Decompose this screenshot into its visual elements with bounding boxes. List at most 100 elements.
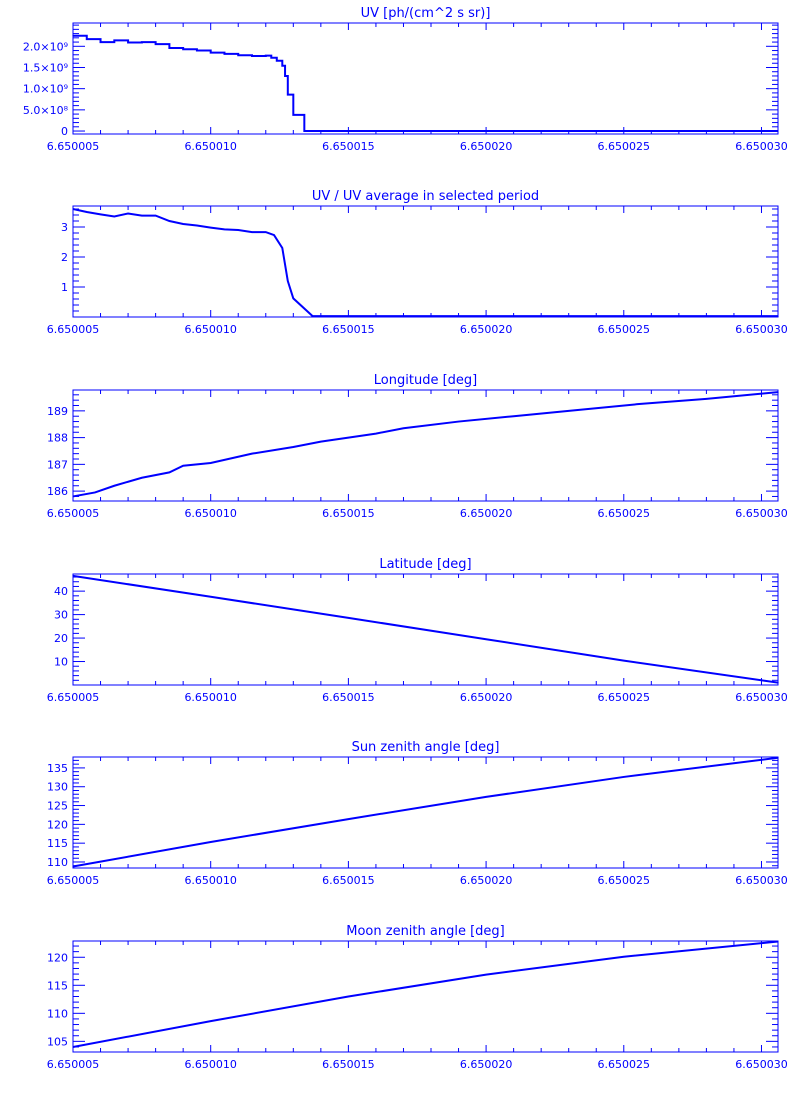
y-tick-label: 0	[61, 125, 68, 138]
x-tick-label: 6.650020	[460, 874, 513, 887]
data-point	[251, 453, 253, 455]
data-point	[210, 52, 212, 54]
x-tick-label: 6.650005	[47, 323, 100, 336]
y-tick-label: 1.0×10⁹	[23, 83, 68, 96]
data-point	[237, 54, 239, 56]
data-point	[168, 220, 170, 222]
x-tick-label: 6.650025	[598, 140, 651, 153]
data-point	[623, 776, 625, 778]
data-point	[287, 280, 289, 282]
subplot-title: UV [ph/(cm^2 s sr)]	[361, 6, 491, 21]
data-point	[210, 1020, 212, 1022]
data-point	[72, 1046, 74, 1048]
y-tick-label: 115	[47, 837, 68, 850]
data-point	[72, 208, 74, 210]
data-point	[113, 39, 115, 41]
x-tick-label: 6.650030	[735, 507, 788, 520]
y-tick-label: 3	[61, 221, 68, 234]
y-tick-label: 10	[54, 656, 68, 669]
data-series-line	[72, 756, 779, 868]
x-tick-label: 6.650020	[460, 691, 513, 704]
subplot-6: Moon zenith angle [deg] 6.650005 6.650010 6…	[47, 924, 788, 1071]
x-tick-label: 6.650005	[47, 507, 100, 520]
x-tick-label: 6.650020	[460, 1058, 513, 1071]
data-point	[223, 53, 226, 55]
data-point	[155, 215, 157, 217]
x-tick-label: 6.650015	[322, 140, 375, 153]
x-tick-label: 6.650005	[47, 140, 100, 153]
data-point	[284, 75, 286, 77]
y-tick-label: 1.5×10⁹	[23, 61, 68, 74]
data-point	[86, 211, 88, 213]
x-tick-label: 6.650020	[460, 140, 513, 153]
x-tick-label: 6.650025	[598, 691, 651, 704]
data-point	[155, 43, 157, 45]
x-tick-label: 6.650010	[184, 1058, 237, 1071]
data-point	[347, 995, 349, 998]
subplot-4: Latitude [deg] 6.650005 6.650010 6.650015 6.…	[47, 557, 788, 704]
x-tick-label: 6.650030	[735, 874, 788, 887]
y-tick-label: 189	[47, 405, 68, 418]
data-point	[705, 398, 707, 400]
data-point	[273, 234, 275, 236]
y-tick-label: 120	[47, 951, 68, 964]
data-point	[72, 35, 74, 37]
data-point	[623, 956, 625, 958]
x-tick-label: 6.650015	[322, 1058, 375, 1071]
y-tick-label: 125	[47, 800, 68, 813]
x-tick-label: 6.650030	[735, 1058, 788, 1071]
data-point	[485, 974, 487, 976]
data-point	[281, 247, 283, 249]
x-tick-label: 6.650010	[184, 507, 237, 520]
data-point	[320, 441, 322, 443]
data-point	[72, 865, 74, 868]
y-tick-label: 135	[47, 762, 68, 775]
data-point	[287, 93, 289, 96]
data-point	[457, 420, 460, 423]
y-tick-label: 30	[54, 609, 68, 622]
data-series-line	[72, 391, 779, 498]
data-point	[300, 114, 303, 116]
y-tick-label: 2.0×10⁹	[23, 40, 68, 53]
data-point	[99, 41, 102, 43]
y-tick-label: 40	[54, 585, 68, 598]
data-point	[265, 231, 267, 233]
data-point	[210, 596, 212, 598]
subplot-2: UV / UV average in selected period 6.6500…	[47, 189, 788, 336]
x-tick-label: 6.650015	[322, 323, 375, 336]
y-tick-label: 105	[47, 1035, 68, 1048]
data-point	[168, 47, 170, 49]
data-point	[72, 495, 74, 498]
data-point	[568, 410, 570, 412]
y-tick-label: 5.0×10⁸	[23, 104, 69, 117]
data-point	[210, 841, 212, 843]
plot-frame	[72, 389, 779, 502]
y-tick-label: 115	[47, 979, 68, 992]
data-point	[196, 224, 198, 227]
x-tick-label: 6.650020	[460, 507, 513, 520]
data-point	[210, 462, 212, 464]
plot-frame	[72, 22, 779, 135]
data-point	[623, 659, 625, 662]
y-tick-label: 120	[47, 818, 68, 831]
data-point	[196, 49, 198, 52]
data-point	[347, 818, 349, 820]
data-point	[223, 228, 226, 230]
data-point	[182, 465, 184, 467]
subplot-1: UV [ph/(cm^2 s sr)] 6.650005 6.650010 6.650…	[23, 6, 788, 153]
y-tick-label: 20	[54, 632, 68, 645]
data-point	[72, 575, 74, 577]
y-tick-label: 110	[47, 1007, 68, 1020]
data-point	[210, 227, 212, 229]
data-point	[777, 757, 779, 759]
data-point	[402, 427, 405, 429]
y-tick-label: 2	[61, 251, 68, 264]
data-point	[251, 55, 253, 57]
data-point	[292, 446, 294, 448]
y-tick-label: 188	[47, 432, 68, 445]
x-tick-label: 6.650005	[47, 1058, 100, 1071]
data-series-line	[72, 940, 779, 1048]
data-point	[94, 491, 96, 494]
x-tick-label: 6.650015	[322, 691, 375, 704]
